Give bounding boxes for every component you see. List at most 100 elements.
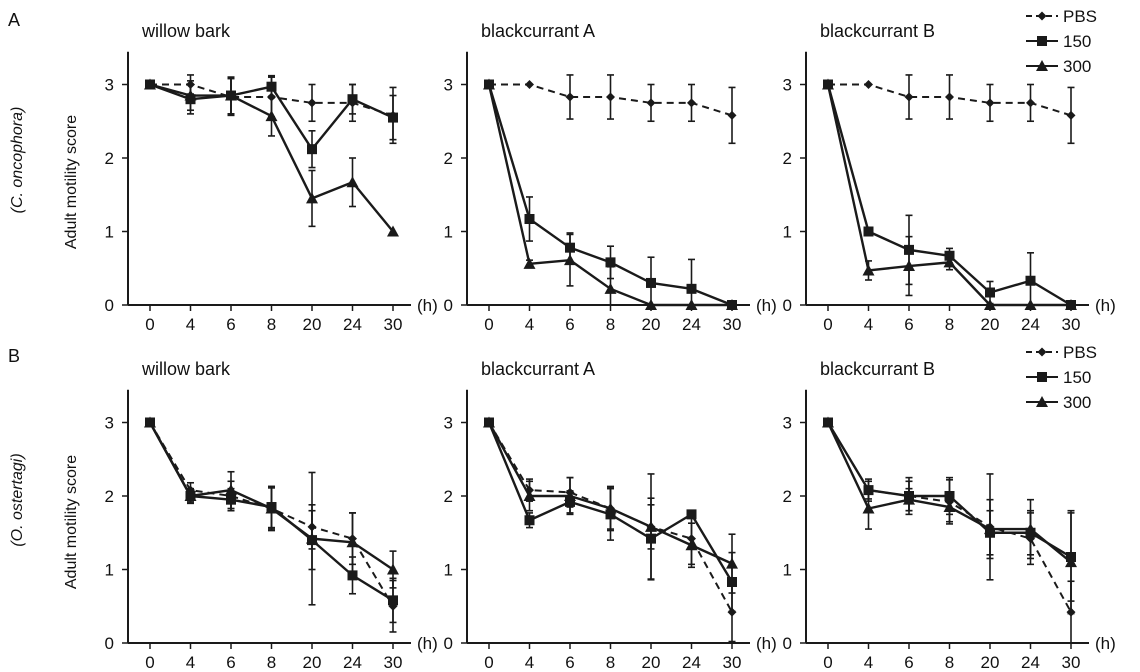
data-point-300 (685, 299, 698, 310)
panel-title: blackcurrant B (820, 359, 935, 379)
panel-letter-a: A (8, 10, 20, 30)
data-point-pbs (1066, 110, 1076, 120)
data-point-150 (686, 283, 697, 294)
data-point-300 (483, 78, 495, 90)
x-unit-label: (h) (1095, 634, 1116, 653)
data-point-300 (144, 78, 156, 90)
data-point-pbs (307, 98, 317, 108)
data-point-300 (225, 484, 237, 496)
x-tick-label: 6 (904, 315, 913, 334)
data-point-pbs (864, 80, 873, 89)
y-tick-label: 3 (105, 414, 114, 433)
data-point-150 (605, 257, 616, 268)
data-point-300 (604, 282, 617, 294)
x-tick-label: 8 (606, 653, 615, 672)
x-tick-label: 4 (525, 653, 534, 672)
data-point-pbs (904, 92, 914, 102)
y-tick-label: 1 (783, 561, 792, 580)
x-tick-label: 24 (682, 315, 701, 334)
y-tick-label: 1 (105, 561, 114, 580)
data-point-pbs (687, 98, 696, 108)
y-tick-label: 3 (105, 76, 114, 95)
y-tick-label: 2 (105, 487, 114, 506)
x-tick-label: 30 (384, 315, 403, 334)
x-tick-label: 6 (565, 653, 574, 672)
data-point-150 (1025, 275, 1036, 286)
y-tick-label: 3 (783, 76, 792, 95)
y-tick-label: 2 (783, 487, 792, 506)
y-tick-label: 2 (105, 149, 114, 168)
y-tick-label: 0 (105, 296, 114, 315)
y-tick-label: 0 (444, 296, 453, 315)
x-tick-label: 0 (145, 653, 154, 672)
y-tick-label: 1 (105, 223, 114, 242)
legend-label-300: 300 (1063, 393, 1091, 412)
data-point-300 (306, 192, 318, 204)
data-point-300 (387, 225, 399, 237)
ylabel-row-a: Adult motility score (63, 115, 80, 249)
legend-marker-150 (1037, 372, 1047, 382)
x-tick-label: 24 (343, 315, 362, 334)
x-tick-label: 4 (186, 315, 195, 334)
x-tick-label: 8 (267, 653, 276, 672)
data-point-300 (943, 256, 956, 268)
y-tick-label: 0 (105, 634, 114, 653)
x-tick-label: 6 (226, 315, 235, 334)
x-unit-label: (h) (756, 634, 777, 653)
x-unit-label: (h) (1095, 296, 1116, 315)
data-point-300 (726, 557, 738, 569)
x-tick-label: 8 (606, 315, 615, 334)
data-point-300 (564, 254, 576, 266)
x-tick-label: 20 (303, 315, 322, 334)
x-tick-label: 30 (1062, 653, 1081, 672)
data-point-300 (984, 523, 996, 535)
data-point-300 (225, 89, 237, 101)
data-point-300 (1024, 299, 1037, 310)
data-point-300 (1065, 556, 1077, 568)
data-point-300 (645, 299, 657, 310)
series-150 (484, 79, 737, 310)
panel-letter-b: B (8, 346, 20, 366)
series-300 (822, 416, 1077, 615)
x-tick-label: 6 (226, 653, 235, 672)
y-tick-label: 3 (444, 414, 453, 433)
data-point-150 (646, 277, 656, 288)
series-pbs (484, 74, 737, 145)
data-point-pbs (565, 92, 575, 102)
y-tick-label: 3 (444, 76, 453, 95)
data-point-300 (265, 502, 278, 514)
data-point-300 (903, 260, 915, 272)
data-point-pbs (646, 98, 656, 108)
data-point-300 (523, 257, 536, 269)
panel-title: willow bark (141, 359, 231, 379)
x-tick-label: 30 (723, 653, 742, 672)
legend-label-150: 150 (1063, 368, 1091, 387)
data-point-300 (862, 264, 875, 276)
x-tick-label: 4 (186, 653, 195, 672)
data-point-150 (266, 81, 277, 92)
legend-marker-300 (1036, 60, 1048, 71)
y-tick-label: 1 (444, 561, 453, 580)
x-tick-label: 20 (981, 653, 1000, 672)
data-point-150 (985, 287, 995, 298)
x-tick-label: 24 (682, 653, 701, 672)
series-300 (822, 78, 1077, 310)
data-point-300 (903, 493, 915, 505)
x-tick-label: 30 (723, 315, 742, 334)
y-tick-label: 2 (783, 149, 792, 168)
x-tick-label: 6 (565, 315, 574, 334)
legend-marker-150 (1037, 36, 1047, 46)
x-tick-label: 0 (823, 653, 832, 672)
data-point-300 (685, 539, 698, 551)
series-300 (144, 416, 399, 606)
y-tick-label: 2 (444, 487, 453, 506)
data-point-300 (943, 501, 956, 513)
data-point-pbs (945, 92, 954, 102)
data-point-pbs (606, 92, 615, 102)
data-point-300 (184, 490, 197, 501)
